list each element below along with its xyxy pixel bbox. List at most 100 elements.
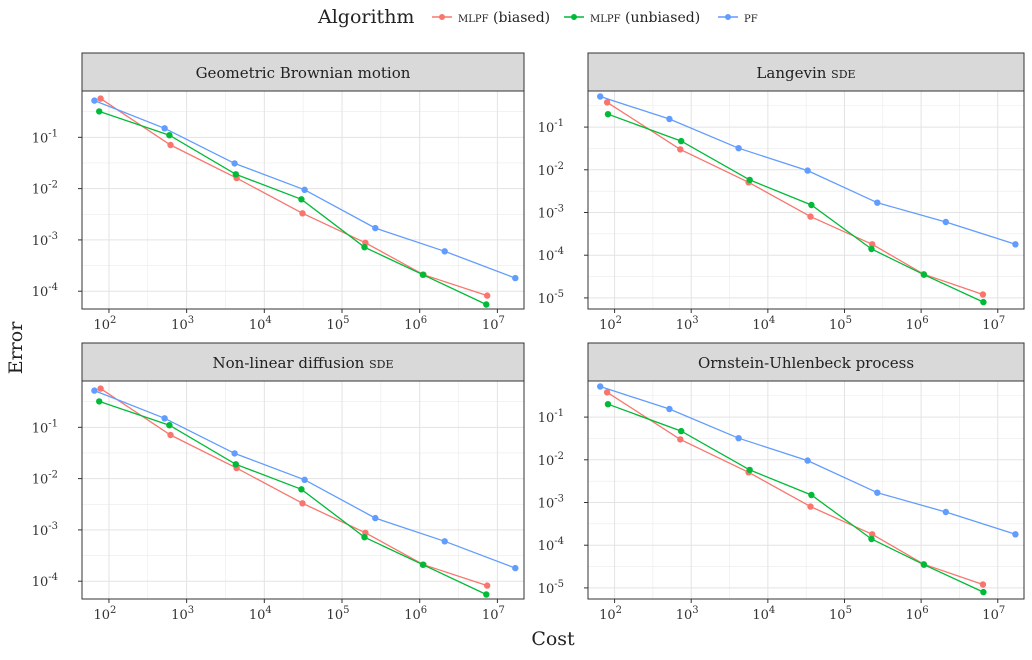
data-point-pf bbox=[372, 224, 379, 232]
data-point-mlpf-unbiased bbox=[419, 271, 427, 278]
data-point-mlpf-biased bbox=[97, 95, 104, 102]
x-tick-label: 102 bbox=[93, 605, 116, 623]
x-tick-label: 103 bbox=[171, 605, 194, 623]
data-point-mlpf-biased bbox=[299, 210, 306, 217]
y-tick-label: 10-3 bbox=[32, 521, 58, 539]
data-point-mlpf-unbiased bbox=[868, 245, 875, 253]
legend: Algorithm mlpf (biased) mlpf (unbiased) … bbox=[317, 6, 758, 28]
x-tick-label: 105 bbox=[829, 605, 852, 623]
x-tick-label: 105 bbox=[327, 605, 350, 623]
data-point-pf bbox=[1012, 531, 1019, 538]
data-point-pf bbox=[874, 199, 881, 206]
data-point-mlpf-biased bbox=[807, 213, 814, 220]
data-point-mlpf-unbiased bbox=[920, 271, 928, 278]
data-point-mlpf-unbiased bbox=[419, 561, 427, 568]
x-tick-label: 104 bbox=[249, 605, 272, 623]
y-tick-label: 10-2 bbox=[32, 180, 58, 198]
facet-title: Ornstein-Uhlenbeck process bbox=[698, 354, 914, 372]
data-point-pf bbox=[942, 508, 949, 516]
data-point-mlpf-unbiased bbox=[746, 466, 753, 474]
x-tick-label: 106 bbox=[906, 605, 929, 623]
data-point-mlpf-biased bbox=[484, 582, 491, 589]
data-point-pf bbox=[804, 167, 811, 174]
x-tick-label: 107 bbox=[482, 605, 505, 623]
data-point-pf bbox=[512, 564, 519, 572]
panel-non-linear-diffusion-sde: 102 103 104 105 106 107 10-4 10-3 10-2 10-1 Non-li… bbox=[32, 342, 525, 623]
data-point-pf bbox=[735, 435, 742, 442]
data-point-mlpf-biased bbox=[677, 436, 684, 443]
facet-strip bbox=[81, 52, 525, 92]
legend-title: Algorithm bbox=[317, 6, 414, 28]
data-point-pf bbox=[942, 218, 949, 226]
x-tick-label: 102 bbox=[599, 605, 622, 623]
data-point-mlpf-unbiased bbox=[604, 401, 612, 408]
y-tick-label: 10-5 bbox=[538, 579, 564, 597]
data-point-pf bbox=[804, 457, 811, 464]
x-tick-label: 106 bbox=[404, 315, 427, 333]
data-point-mlpf-biased bbox=[299, 500, 306, 507]
data-point-mlpf-unbiased bbox=[96, 108, 103, 115]
data-point-mlpf-unbiased bbox=[298, 486, 305, 493]
data-point-pf bbox=[231, 160, 238, 167]
x-tick-label: 103 bbox=[676, 605, 699, 623]
data-point-pf bbox=[161, 415, 168, 422]
data-point-mlpf-unbiased bbox=[868, 535, 875, 543]
y-tick-label: 10-3 bbox=[538, 204, 564, 222]
facet-title: Langevin sde bbox=[756, 64, 855, 82]
y-tick-label: 10-4 bbox=[32, 282, 58, 300]
data-point-mlpf-unbiased bbox=[920, 561, 928, 568]
data-point-mlpf-unbiased bbox=[96, 398, 103, 405]
data-point-mlpf-unbiased bbox=[483, 301, 490, 308]
data-point-pf bbox=[735, 145, 742, 152]
y-tick-label: 10-3 bbox=[538, 494, 564, 512]
y-tick-label: 10-1 bbox=[538, 118, 564, 136]
data-point-mlpf-unbiased bbox=[232, 461, 239, 468]
data-point-mlpf-biased bbox=[167, 431, 174, 439]
data-point-mlpf-biased bbox=[869, 531, 876, 538]
data-point-mlpf-unbiased bbox=[678, 137, 685, 145]
x-tick-label: 106 bbox=[404, 605, 427, 623]
y-tick-label: 10-5 bbox=[538, 289, 564, 307]
data-point-mlpf-biased bbox=[979, 291, 987, 298]
data-point-pf bbox=[874, 489, 881, 496]
data-point-mlpf-unbiased bbox=[483, 591, 490, 598]
data-point-pf bbox=[597, 93, 604, 100]
data-point-mlpf-unbiased bbox=[980, 298, 987, 306]
x-tick-label: 103 bbox=[171, 315, 194, 333]
facet-strip bbox=[587, 52, 1025, 92]
data-point-pf bbox=[666, 115, 673, 123]
data-point-pf bbox=[512, 274, 519, 282]
x-tick-label: 104 bbox=[752, 315, 775, 333]
x-tick-label: 107 bbox=[982, 315, 1005, 333]
x-tick-label: 104 bbox=[752, 605, 775, 623]
x-tick-label: 107 bbox=[482, 315, 505, 333]
legend-key-mlpf-biased-point bbox=[439, 14, 445, 20]
x-tick-label: 102 bbox=[93, 315, 116, 333]
y-tick-label: 10-1 bbox=[32, 128, 58, 146]
data-point-mlpf-biased bbox=[97, 385, 104, 392]
data-point-mlpf-unbiased bbox=[232, 171, 239, 178]
panel-geometric-brownian-motion: 102 103 104 105 106 107 10-4 10-3 10-2 10-1 Geomet… bbox=[32, 52, 525, 333]
data-point-mlpf-unbiased bbox=[166, 132, 173, 139]
x-tick-label: 106 bbox=[906, 315, 929, 333]
data-point-pf bbox=[372, 514, 379, 522]
data-point-mlpf-unbiased bbox=[980, 588, 987, 596]
facet-strip bbox=[81, 342, 525, 382]
data-point-mlpf-biased bbox=[869, 241, 876, 248]
x-axis-title: Cost bbox=[531, 628, 575, 650]
y-tick-label: 10-1 bbox=[538, 408, 564, 426]
data-point-mlpf-unbiased bbox=[808, 491, 815, 499]
data-point-mlpf-biased bbox=[677, 146, 684, 153]
y-tick-label: 10-4 bbox=[538, 246, 564, 264]
data-point-mlpf-biased bbox=[484, 292, 491, 299]
facet-title: Geometric Brownian motion bbox=[196, 64, 411, 82]
y-axis-title: Error bbox=[5, 321, 27, 374]
x-tick-label: 105 bbox=[829, 315, 852, 333]
x-tick-label: 103 bbox=[676, 315, 699, 333]
legend-label-pf: pf bbox=[744, 10, 758, 26]
data-point-pf bbox=[161, 125, 168, 132]
data-point-mlpf-unbiased bbox=[361, 244, 368, 251]
data-point-pf bbox=[666, 405, 673, 413]
legend-label-mlpf-biased: mlpf (biased) bbox=[458, 10, 550, 26]
